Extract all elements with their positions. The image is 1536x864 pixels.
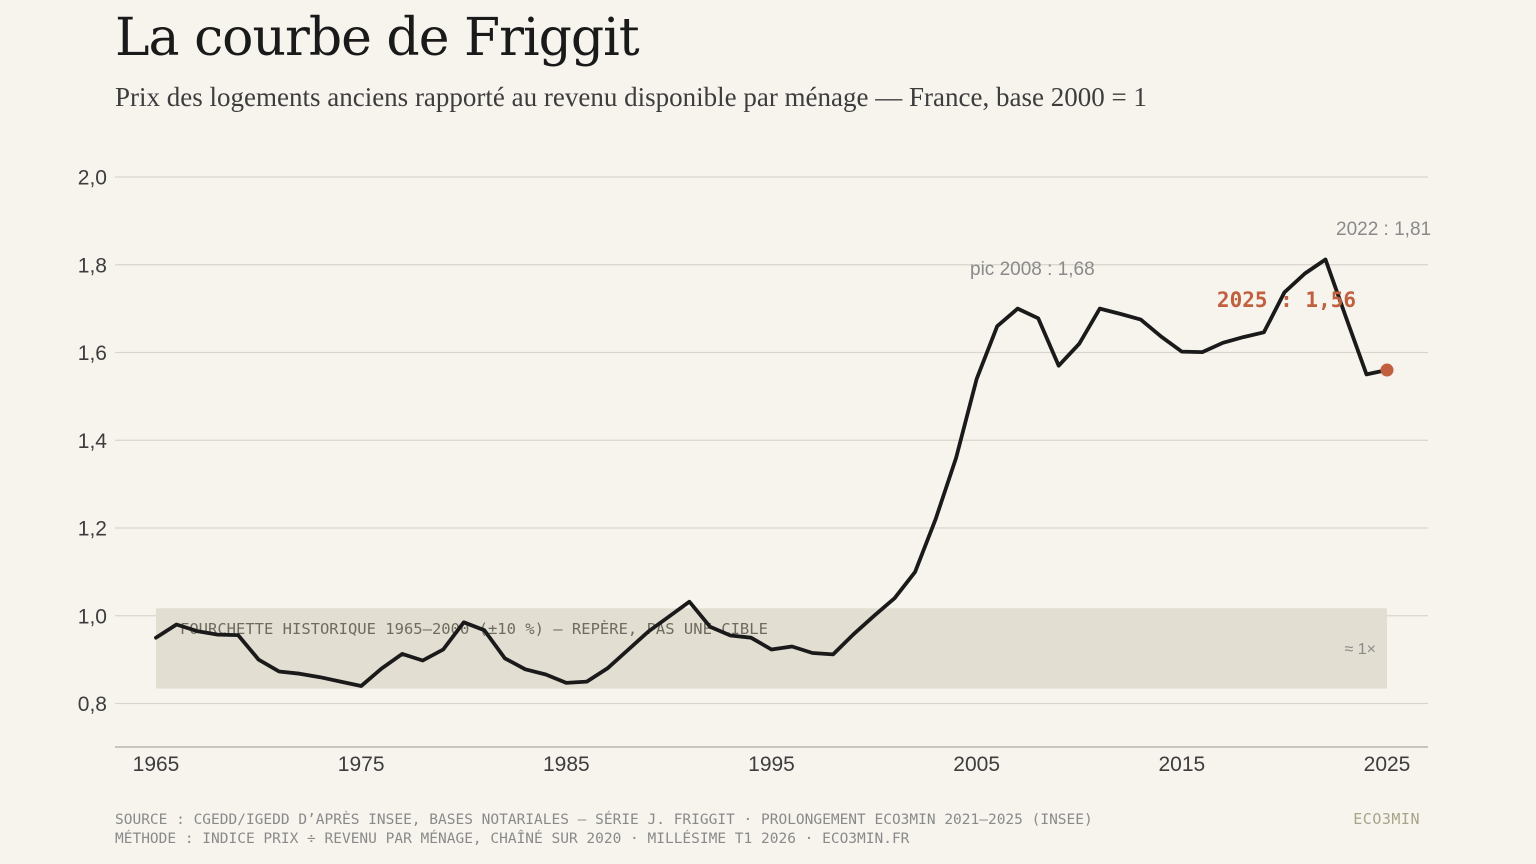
source-note: SOURCE : CGEDD/IGEDD D’APRÈS INSEE, BASE… bbox=[115, 812, 1093, 828]
y-tick-label: 2,0 bbox=[78, 167, 107, 190]
annotation-peak-2008: pic 2008 : 1,68 bbox=[970, 259, 1095, 280]
highlight-point bbox=[1380, 363, 1394, 377]
annotation-2022: 2022 : 1,81 bbox=[1336, 219, 1431, 240]
y-tick-label: 1,2 bbox=[78, 518, 107, 541]
annotations: 2025 : 1,56 pic 2008 : 1,68 2022 : 1,81 bbox=[970, 219, 1431, 312]
y-tick-label: 1,8 bbox=[78, 254, 107, 277]
series-line bbox=[154, 257, 1394, 688]
y-tick-label: 1,6 bbox=[78, 342, 107, 365]
x-tick-label: 2005 bbox=[953, 753, 1000, 776]
x-tick-label: 2015 bbox=[1158, 753, 1205, 776]
chart-title: La courbe de Friggit bbox=[115, 8, 640, 68]
x-tick-label: 1965 bbox=[133, 753, 180, 776]
footer-notes: SOURCE : CGEDD/IGEDD D’APRÈS INSEE, BASE… bbox=[115, 811, 1093, 849]
chart-subtitle: Prix des logements anciens rapporté au r… bbox=[115, 82, 1147, 112]
highlight-label: 2025 : 1,56 bbox=[1217, 288, 1356, 312]
y-tick-label: 1,4 bbox=[78, 430, 108, 453]
x-tick-label: 2025 bbox=[1364, 753, 1411, 776]
grid-lines bbox=[115, 176, 1428, 705]
y-tick-label: 1,0 bbox=[78, 605, 107, 628]
series-path bbox=[154, 257, 1389, 688]
brand-logo-text: ECO3MIN bbox=[1353, 810, 1420, 828]
y-tick-label: 0,8 bbox=[78, 693, 107, 716]
band-marker-label: ≈ 1× bbox=[1345, 641, 1376, 658]
x-tick-label: 1975 bbox=[338, 753, 385, 776]
x-axis: 1965 1975 1985 1995 2005 2015 2025 bbox=[115, 746, 1428, 776]
x-tick-label: 1995 bbox=[748, 753, 795, 776]
method-note: MÉTHODE : INDICE PRIX ÷ REVENU PAR MÉNAG… bbox=[115, 831, 910, 847]
x-tick-label: 1985 bbox=[543, 753, 590, 776]
y-axis-labels: 0,8 1,0 1,2 1,4 1,6 1,8 2,0 bbox=[78, 167, 108, 717]
band-label: FOURCHETTE HISTORIQUE 1965–2000 (±10 %) … bbox=[180, 619, 768, 638]
